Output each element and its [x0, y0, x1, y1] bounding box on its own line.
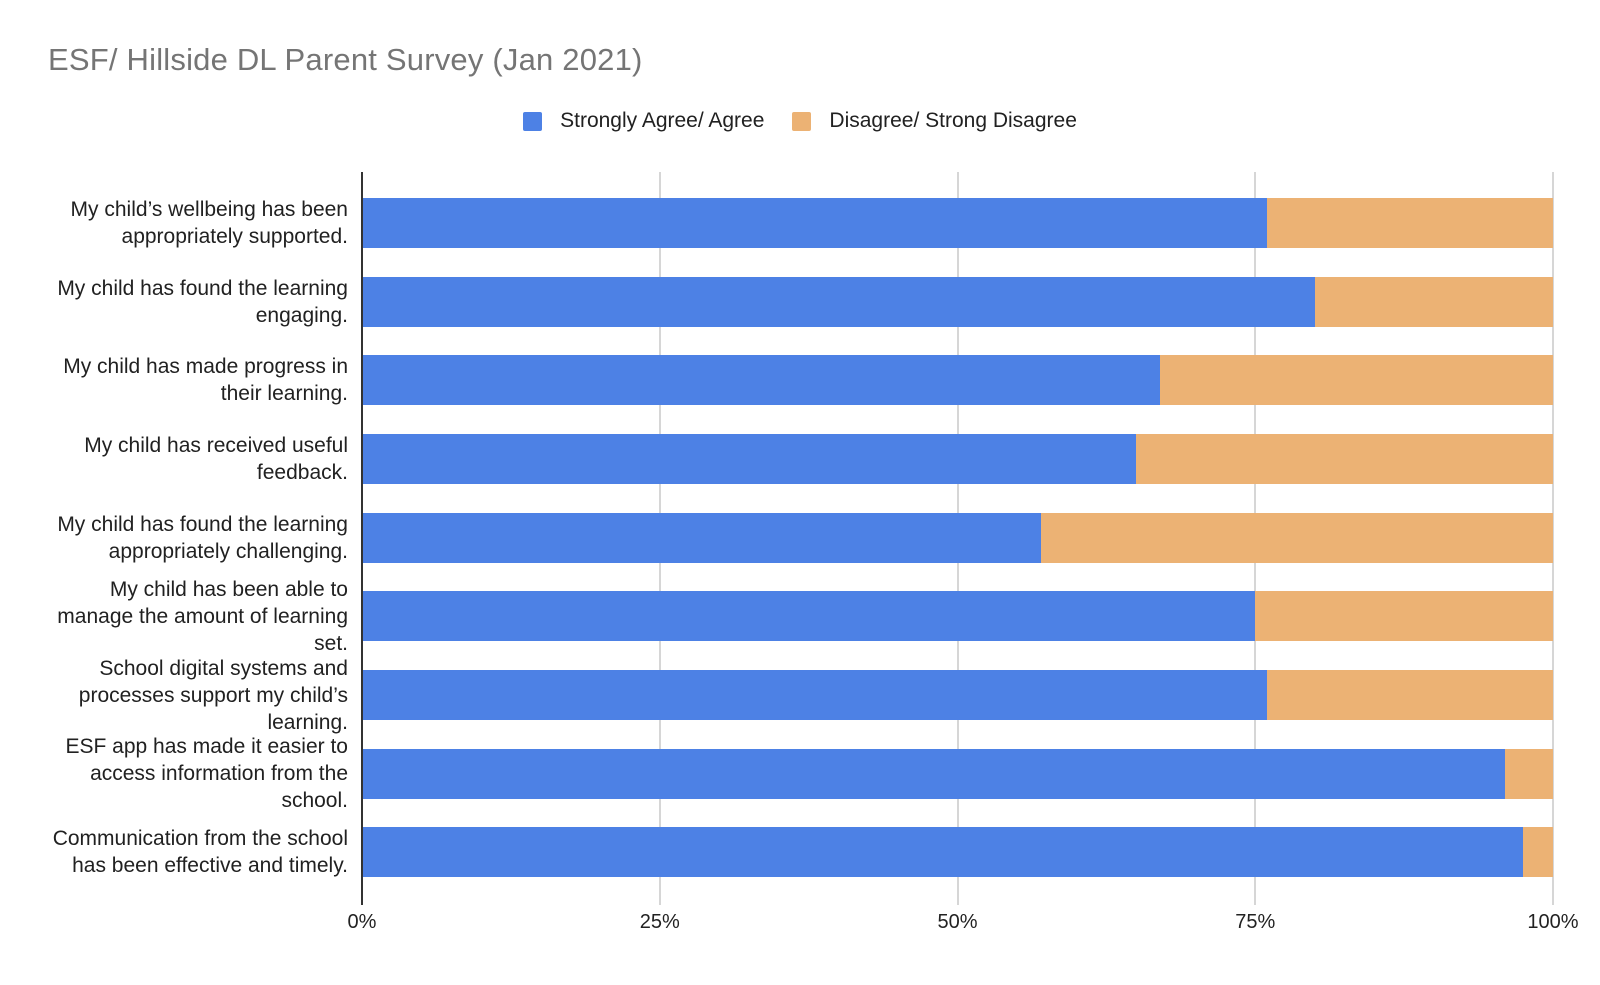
category-label: My child has found the learning appropri…: [48, 487, 348, 589]
category-label-text: My child has received useful feedback.: [84, 434, 348, 484]
bar-row: [362, 827, 1553, 878]
bar-segment-agree[interactable]: [362, 670, 1268, 720]
legend-label: Strongly Agree/ Agree: [560, 109, 765, 132]
category-label-text: ESF app has made it easier to access inf…: [65, 735, 349, 813]
bar-segment-disagree[interactable]: [1255, 591, 1553, 642]
bar-segment-agree[interactable]: [362, 198, 1268, 248]
bar-segment-disagree[interactable]: [1267, 670, 1553, 720]
bar-row: [362, 591, 1553, 642]
x-tick-label: 100%: [1527, 911, 1579, 933]
bar-segment-disagree[interactable]: [1523, 827, 1553, 878]
bar-segment-agree[interactable]: [362, 591, 1256, 642]
category-label-text: My child has found the learning appropri…: [57, 512, 348, 563]
legend-swatch-icon: [792, 111, 812, 131]
bar-segment-agree[interactable]: [362, 434, 1137, 484]
bar-segment-agree[interactable]: [362, 355, 1160, 406]
bar-segment-disagree[interactable]: [1136, 434, 1553, 484]
bar-segment-disagree[interactable]: [1314, 276, 1553, 327]
bar-segment-disagree[interactable]: [1267, 198, 1553, 248]
legend-swatch-icon: [523, 111, 543, 131]
category-label-text: School digital systems and processes sup…: [78, 656, 348, 734]
category-label: My child has been able to manage the amo…: [48, 565, 348, 667]
legend-item[interactable]: Strongly Agree/ Agree: [523, 109, 764, 133]
category-label: My child has found the learning engaging…: [48, 251, 348, 353]
x-tick-label: 25%: [639, 911, 680, 933]
bar-row: [362, 198, 1553, 248]
category-label-text: My child has found the learning engaging…: [57, 276, 348, 327]
bar-segment-disagree[interactable]: [1040, 512, 1553, 563]
bar-segment-agree[interactable]: [362, 748, 1506, 799]
category-label-text: My child has been able to manage the amo…: [57, 577, 348, 655]
y-axis-baseline: [361, 172, 363, 905]
category-label-text: Communication from the school has been e…: [52, 827, 348, 878]
bar-segment-agree[interactable]: [362, 512, 1041, 563]
category-label: Communication from the school has been e…: [48, 801, 348, 903]
x-tick-label: 75%: [1235, 911, 1276, 933]
category-label: School digital systems and processes sup…: [48, 644, 348, 746]
category-label-text: My child has made progress in their lear…: [63, 355, 348, 406]
bar-row: [362, 512, 1553, 563]
x-tick-label: 0%: [347, 911, 377, 933]
legend-label: Disagree/ Strong Disagree: [829, 109, 1077, 132]
category-label: My child’s wellbeing has been appropriat…: [48, 172, 348, 274]
bar-row: [362, 434, 1553, 484]
bar-segment-disagree[interactable]: [1505, 748, 1553, 799]
bar-segment-disagree[interactable]: [1159, 355, 1553, 406]
category-label: My child has made progress in their lear…: [48, 329, 348, 431]
bar-segment-agree[interactable]: [362, 276, 1315, 327]
bar-row: [362, 748, 1553, 799]
chart-title: ESF/ Hillside DL Parent Survey (Jan 2021…: [48, 42, 643, 77]
gridline: [1552, 172, 1554, 905]
bar-segment-agree[interactable]: [362, 827, 1524, 878]
legend: Strongly Agree/ Agree Disagree/ Strong Di…: [0, 109, 1600, 133]
bar-row: [362, 355, 1553, 406]
category-label: My child has received useful feedback.: [48, 408, 348, 510]
legend-item[interactable]: Disagree/ Strong Disagree: [792, 109, 1077, 133]
x-tick-label: 50%: [937, 911, 978, 933]
bar-row: [362, 276, 1553, 327]
category-label: ESF app has made it easier to access inf…: [48, 723, 349, 825]
category-label-text: My child’s wellbeing has been appropriat…: [70, 198, 348, 248]
bar-row: [362, 670, 1553, 720]
